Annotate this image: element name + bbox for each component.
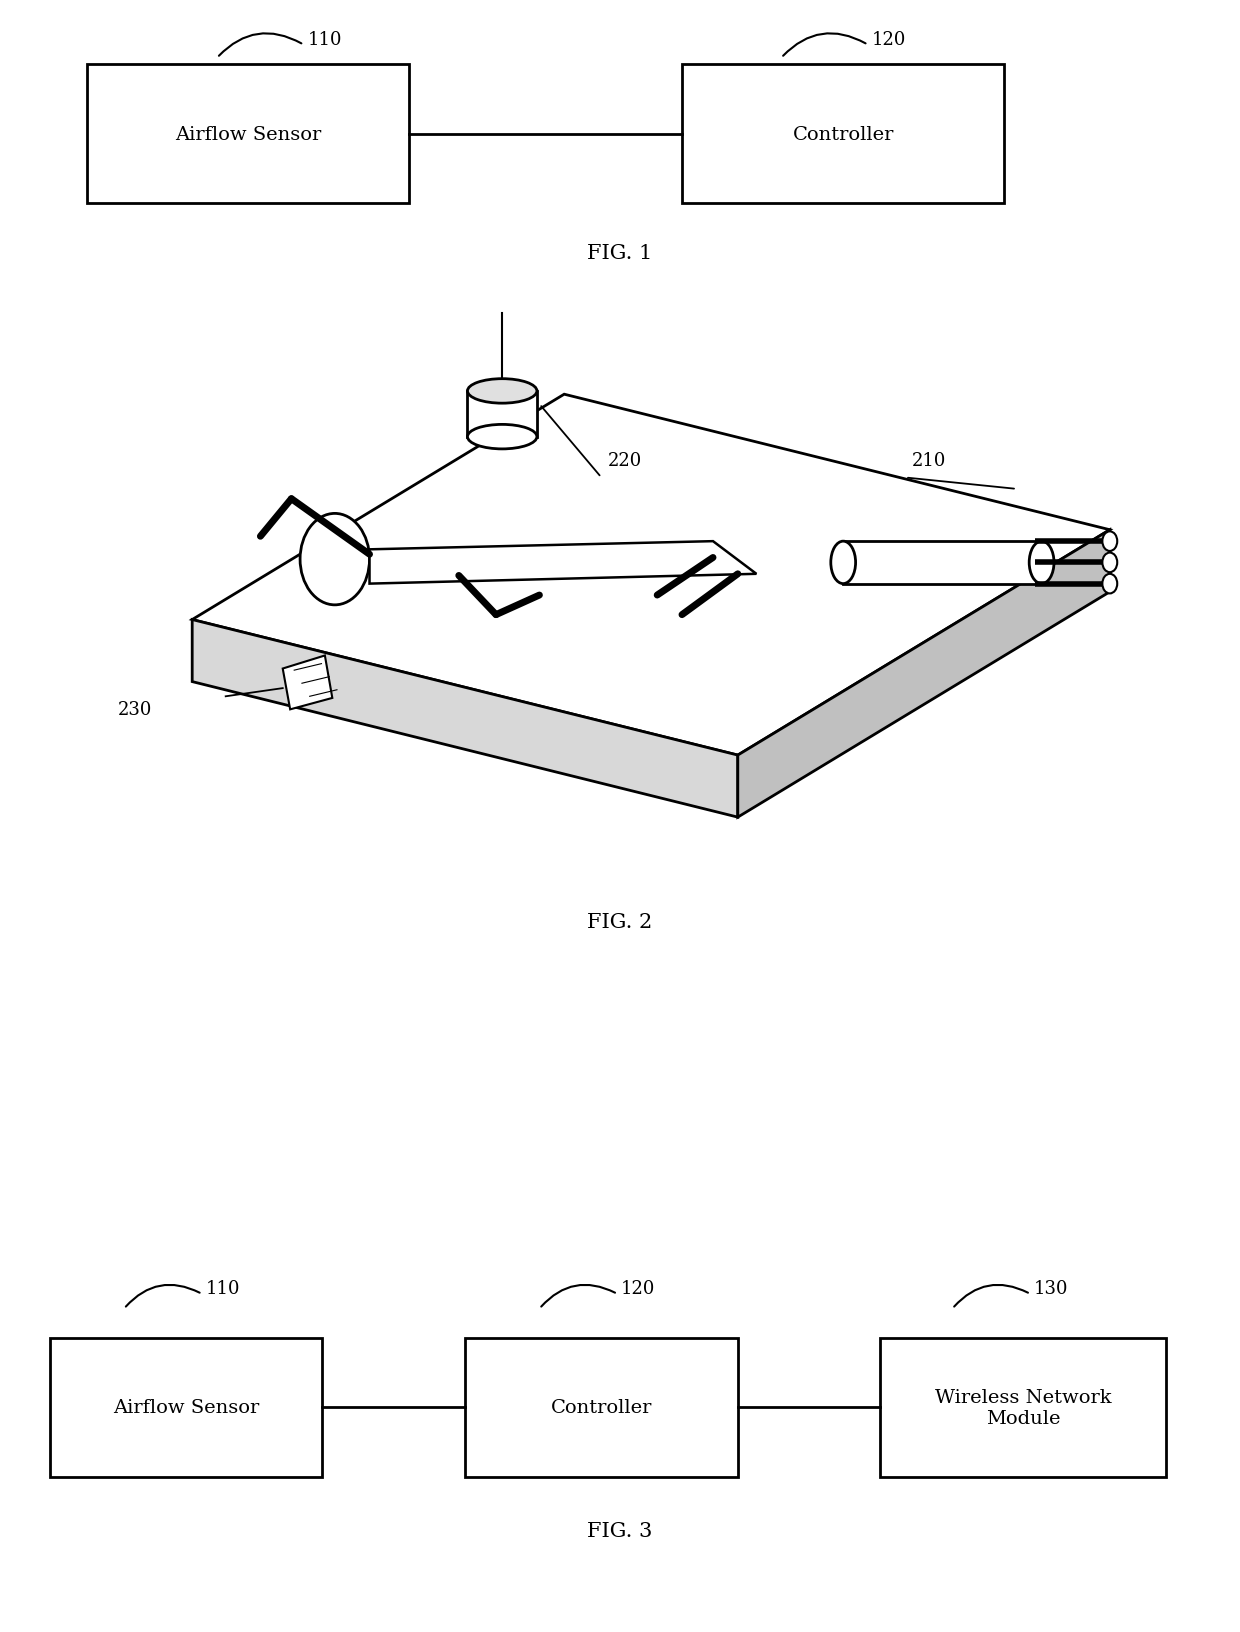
Polygon shape <box>467 392 537 437</box>
Text: Airflow Sensor: Airflow Sensor <box>113 1399 259 1417</box>
Text: 220: 220 <box>608 452 642 470</box>
Text: 210: 210 <box>911 452 946 470</box>
Text: FIG. 3: FIG. 3 <box>588 1521 652 1541</box>
Ellipse shape <box>467 426 537 449</box>
Text: Airflow Sensor: Airflow Sensor <box>175 126 321 144</box>
Polygon shape <box>843 542 1042 584</box>
Ellipse shape <box>1029 542 1054 584</box>
Polygon shape <box>738 530 1110 818</box>
FancyBboxPatch shape <box>50 1338 322 1477</box>
Ellipse shape <box>467 379 537 403</box>
Ellipse shape <box>1102 532 1117 552</box>
Text: Wireless Network
Module: Wireless Network Module <box>935 1389 1111 1426</box>
Text: Controller: Controller <box>792 126 894 144</box>
Text: 120: 120 <box>621 1279 656 1297</box>
Ellipse shape <box>1102 574 1117 594</box>
Polygon shape <box>370 542 756 584</box>
Text: 230: 230 <box>118 700 153 720</box>
Text: Controller: Controller <box>551 1399 652 1417</box>
Text: 120: 120 <box>872 31 906 49</box>
FancyBboxPatch shape <box>880 1338 1166 1477</box>
Polygon shape <box>283 656 332 710</box>
Ellipse shape <box>1102 553 1117 573</box>
Polygon shape <box>192 395 1110 756</box>
Text: 130: 130 <box>1034 1279 1069 1297</box>
FancyBboxPatch shape <box>465 1338 738 1477</box>
Text: 110: 110 <box>308 31 342 49</box>
Circle shape <box>300 514 370 605</box>
Polygon shape <box>192 620 738 818</box>
Text: FIG. 2: FIG. 2 <box>588 912 652 932</box>
Text: 110: 110 <box>206 1279 241 1297</box>
FancyBboxPatch shape <box>682 65 1004 204</box>
FancyBboxPatch shape <box>87 65 409 204</box>
Text: FIG. 1: FIG. 1 <box>588 243 652 263</box>
Ellipse shape <box>831 542 856 584</box>
